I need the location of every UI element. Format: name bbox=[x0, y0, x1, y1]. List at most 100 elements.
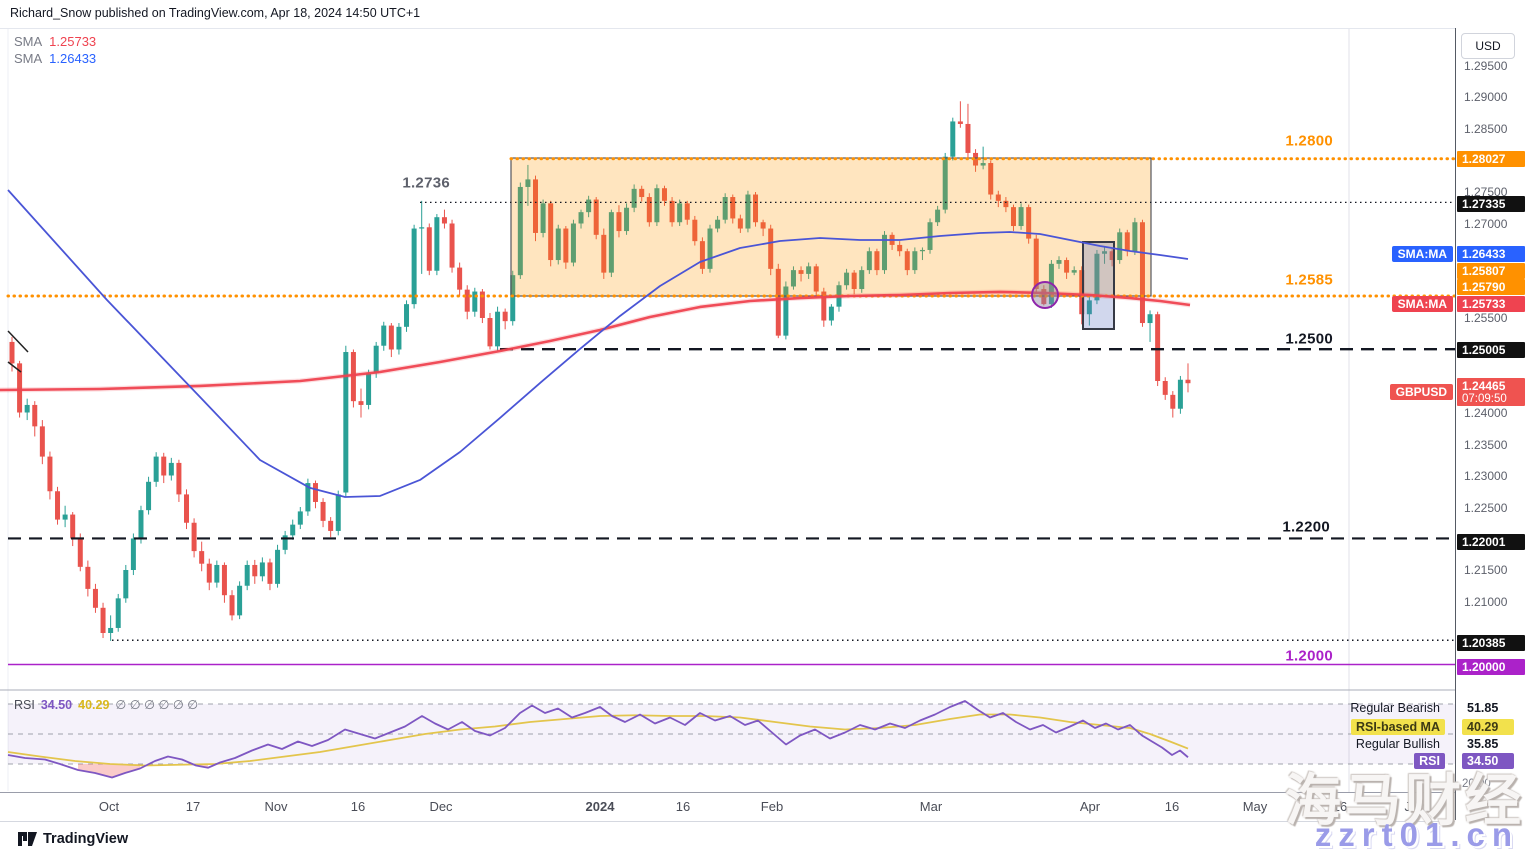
price-badge-1.25790: 1.25790 bbox=[1457, 279, 1525, 295]
time-label-16: 16 bbox=[675, 799, 691, 814]
candle bbox=[312, 483, 318, 502]
level-label-1.2000: 1.2000 bbox=[1285, 647, 1333, 665]
candle bbox=[790, 270, 796, 287]
tradingview-logo[interactable]: TradingView bbox=[18, 831, 128, 847]
price-tick: 1.22500 bbox=[1464, 501, 1508, 515]
time-label-Nov: Nov bbox=[264, 799, 288, 814]
tradingview-logo-text: TradingView bbox=[43, 831, 129, 847]
watermark-url: zzrt01.cn bbox=[1314, 816, 1519, 853]
candle bbox=[320, 501, 326, 521]
price-axis[interactable]: 1.29500 1.29000 1.28500 1.27500 1.27000 1.255… bbox=[1455, 28, 1529, 820]
candle bbox=[55, 491, 61, 520]
candle bbox=[935, 209, 941, 223]
candle bbox=[745, 194, 751, 229]
candle bbox=[161, 456, 167, 476]
candle bbox=[199, 551, 205, 564]
axis-tag-GBPUSD: GBPUSD bbox=[1389, 384, 1453, 400]
candle bbox=[343, 352, 349, 493]
candle bbox=[502, 311, 508, 322]
candle bbox=[328, 520, 334, 531]
consolidation-box[interactable] bbox=[510, 157, 1152, 297]
trendline-remnant[interactable] bbox=[7, 361, 22, 373]
candle bbox=[115, 598, 121, 628]
sma-fast-value: 1.25733 bbox=[49, 34, 97, 49]
level-test-marker[interactable] bbox=[1031, 281, 1059, 309]
candle bbox=[730, 197, 736, 219]
candle bbox=[1117, 232, 1123, 261]
axis-tag-SMA:MA: SMA:MA bbox=[1391, 296, 1453, 312]
sma-slow-value: 1.26433 bbox=[49, 51, 97, 66]
candle bbox=[866, 251, 872, 271]
candle bbox=[737, 218, 743, 229]
candle bbox=[768, 228, 774, 269]
price-badge-1.22001: 1.22001 bbox=[1457, 534, 1525, 550]
candle bbox=[608, 212, 614, 273]
price-tick: 1.27000 bbox=[1464, 217, 1508, 231]
candle bbox=[85, 566, 91, 589]
candle bbox=[699, 241, 705, 269]
level-label-1.2200: 1.2200 bbox=[1282, 518, 1330, 536]
candle bbox=[980, 163, 986, 166]
candle bbox=[214, 564, 220, 583]
time-label-16: 16 bbox=[1332, 799, 1348, 814]
rsi-oversold-fill bbox=[78, 764, 140, 778]
candle bbox=[396, 326, 402, 350]
rsi-legend[interactable]: RSI 34.50 40.29 ∅ ∅ ∅ ∅ ∅ ∅ bbox=[14, 697, 204, 712]
candle bbox=[1094, 253, 1100, 301]
candle bbox=[275, 549, 281, 584]
candle bbox=[798, 270, 804, 274]
candle bbox=[419, 227, 425, 229]
candle bbox=[897, 244, 903, 252]
candle bbox=[206, 563, 212, 583]
currency-toggle-button[interactable]: USD bbox=[1461, 33, 1515, 59]
time-label-2024: 2024 bbox=[585, 799, 615, 814]
price-tick: 1.23000 bbox=[1464, 469, 1508, 483]
candle bbox=[1056, 260, 1062, 264]
candle bbox=[578, 212, 584, 224]
price-tick: 1.21000 bbox=[1464, 595, 1508, 609]
candle bbox=[472, 291, 478, 312]
candle bbox=[753, 194, 759, 223]
candle bbox=[123, 570, 129, 599]
candle bbox=[957, 121, 963, 124]
tradingview-logo-icon bbox=[18, 831, 37, 846]
sma-legend[interactable]: SMA 1.25733 SMA 1.26433 bbox=[14, 33, 96, 67]
candle bbox=[555, 228, 561, 261]
candle bbox=[639, 188, 645, 198]
price-tick: 1.27500 bbox=[1464, 185, 1508, 199]
candle bbox=[950, 121, 956, 157]
price-tick: 1.23500 bbox=[1464, 438, 1508, 452]
candle bbox=[130, 538, 136, 570]
candle bbox=[707, 228, 713, 269]
candle bbox=[146, 481, 152, 511]
candle bbox=[616, 212, 622, 232]
candle bbox=[259, 562, 265, 577]
candle bbox=[297, 511, 303, 525]
candle bbox=[593, 199, 599, 235]
candle bbox=[24, 404, 30, 413]
candle bbox=[252, 564, 258, 577]
candle bbox=[965, 123, 971, 153]
trendline-remnant[interactable] bbox=[7, 330, 29, 353]
candle bbox=[1177, 379, 1183, 409]
price-badge-1.28027: 1.28027 bbox=[1457, 151, 1525, 167]
candle bbox=[17, 363, 23, 413]
highlight-box[interactable] bbox=[1082, 241, 1115, 330]
candle bbox=[350, 352, 356, 402]
candle bbox=[851, 272, 857, 290]
candle bbox=[760, 222, 766, 229]
time-label-Mar: Mar bbox=[919, 799, 943, 814]
candle bbox=[32, 404, 38, 427]
price-badge-1.20000: 1.20000 bbox=[1457, 659, 1525, 675]
candle bbox=[70, 514, 76, 539]
candle bbox=[191, 522, 197, 552]
rsi-legend-title: RSI bbox=[14, 698, 35, 712]
sma-legend-row-fast: SMA 1.25733 bbox=[14, 33, 96, 50]
candle bbox=[267, 562, 273, 584]
candle bbox=[601, 234, 607, 273]
time-axis[interactable]: Oct 17 Nov 16 Dec 2024 16 Feb Mar Apr 16 May 16 Jun bbox=[0, 792, 1455, 822]
candle bbox=[1033, 238, 1039, 290]
candle bbox=[715, 219, 721, 229]
level-label-1.2585: 1.2585 bbox=[1285, 271, 1333, 289]
